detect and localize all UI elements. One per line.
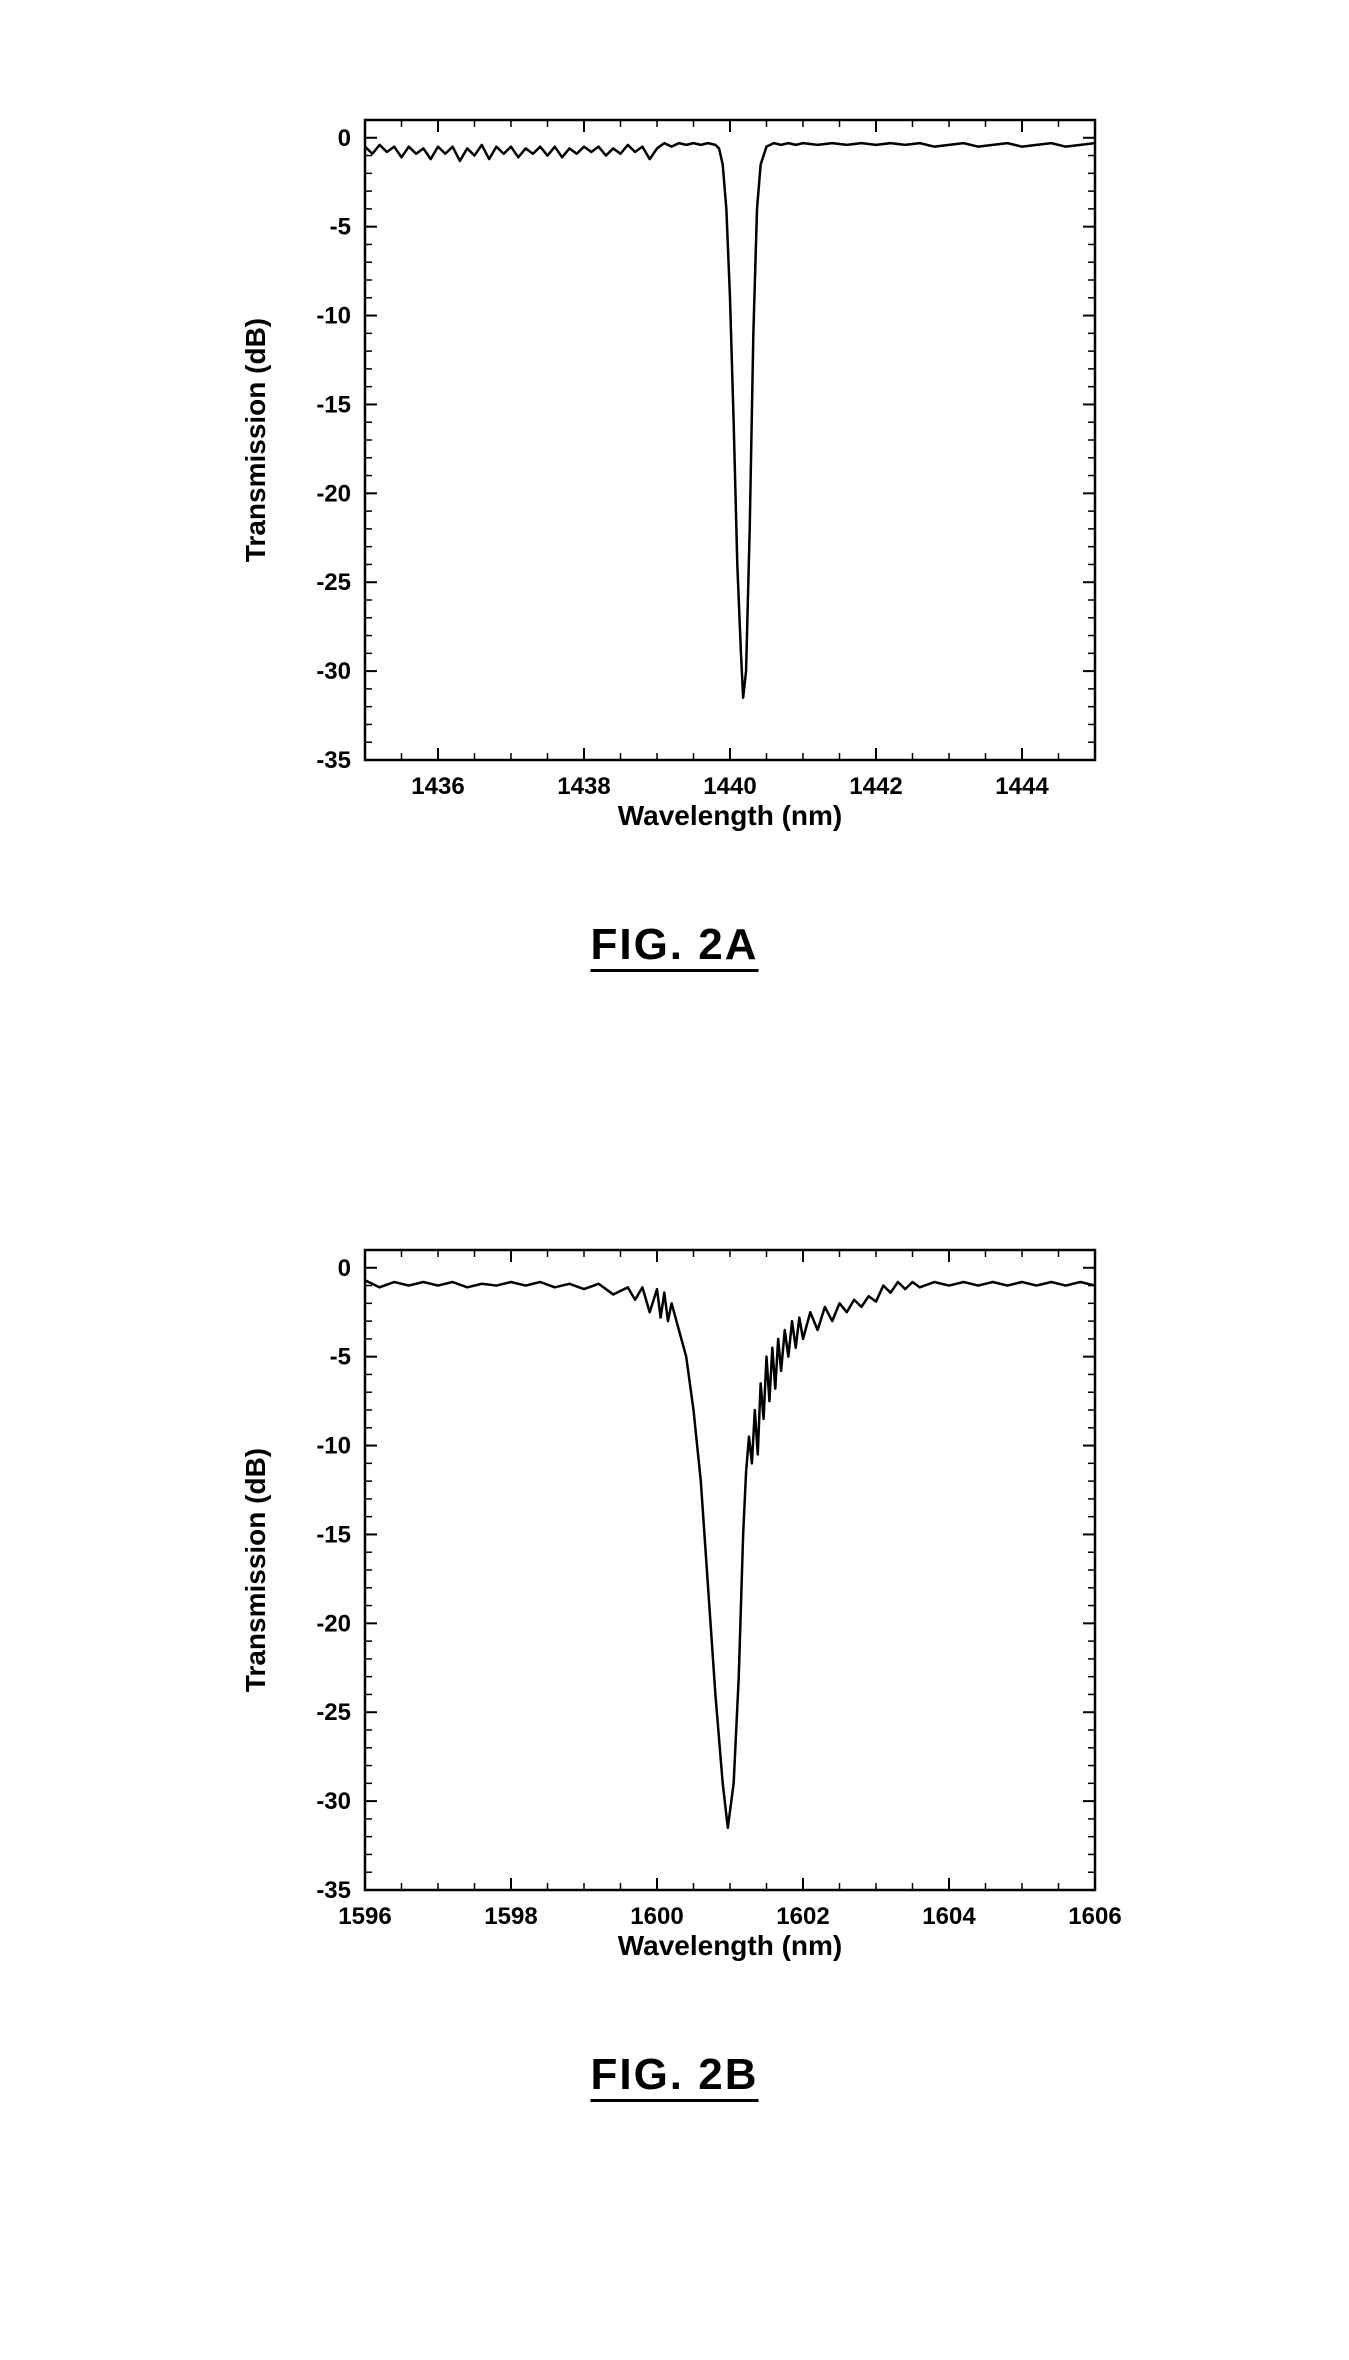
svg-text:1606: 1606 bbox=[1068, 1903, 1121, 1930]
svg-text:-30: -30 bbox=[316, 658, 351, 685]
figure-2b-block: 1596 1598 1600 1602 1604 1606 0 -5 -10 -15 -20 -25 -… bbox=[225, 1230, 1125, 2100]
chart-fig-2b: 1596 1598 1600 1602 1604 1606 0 -5 -10 -15 -20 -25 -… bbox=[225, 1230, 1125, 2010]
svg-text:1444: 1444 bbox=[995, 773, 1049, 800]
svg-text:-35: -35 bbox=[316, 747, 351, 774]
svg-text:1600: 1600 bbox=[630, 1903, 683, 1930]
svg-text:1436: 1436 bbox=[411, 773, 464, 800]
page: 1436 1438 1440 1442 1444 0 -5 -10 -15 -20 -25 -30 -3… bbox=[0, 0, 1349, 2360]
svg-text:-5: -5 bbox=[329, 1344, 350, 1371]
svg-text:1442: 1442 bbox=[849, 773, 902, 800]
figure-2a-block: 1436 1438 1440 1442 1444 0 -5 -10 -15 -20 -25 -30 -3… bbox=[225, 100, 1125, 970]
svg-text:-10: -10 bbox=[316, 1433, 351, 1460]
caption-fig-2b: FIG. 2B bbox=[225, 2050, 1125, 2100]
chart-fig-2a: 1436 1438 1440 1442 1444 0 -5 -10 -15 -20 -25 -30 -3… bbox=[225, 100, 1125, 880]
svg-text:-20: -20 bbox=[316, 1610, 351, 1637]
svg-text:0: 0 bbox=[337, 125, 350, 152]
svg-text:Transmission (dB): Transmission (dB) bbox=[240, 1448, 271, 1692]
svg-text:1438: 1438 bbox=[557, 773, 610, 800]
svg-text:-5: -5 bbox=[329, 214, 350, 241]
svg-text:1602: 1602 bbox=[776, 1903, 829, 1930]
svg-text:Wavelength (nm): Wavelength (nm) bbox=[617, 800, 842, 831]
svg-text:Transmission (dB): Transmission (dB) bbox=[240, 318, 271, 562]
svg-text:1604: 1604 bbox=[922, 1903, 976, 1930]
svg-text:1440: 1440 bbox=[703, 773, 756, 800]
svg-text:-20: -20 bbox=[316, 480, 351, 507]
svg-text:-25: -25 bbox=[316, 569, 351, 596]
svg-text:Wavelength (nm): Wavelength (nm) bbox=[617, 1930, 842, 1961]
svg-text:-30: -30 bbox=[316, 1788, 351, 1815]
svg-text:-15: -15 bbox=[316, 1521, 351, 1548]
svg-text:-15: -15 bbox=[316, 391, 351, 418]
svg-text:0: 0 bbox=[337, 1255, 350, 1282]
caption-fig-2a: FIG. 2A bbox=[225, 920, 1125, 970]
svg-text:-10: -10 bbox=[316, 303, 351, 330]
svg-text:1598: 1598 bbox=[484, 1903, 537, 1930]
svg-text:1596: 1596 bbox=[338, 1903, 391, 1930]
svg-text:-35: -35 bbox=[316, 1877, 351, 1904]
svg-text:-25: -25 bbox=[316, 1699, 351, 1726]
